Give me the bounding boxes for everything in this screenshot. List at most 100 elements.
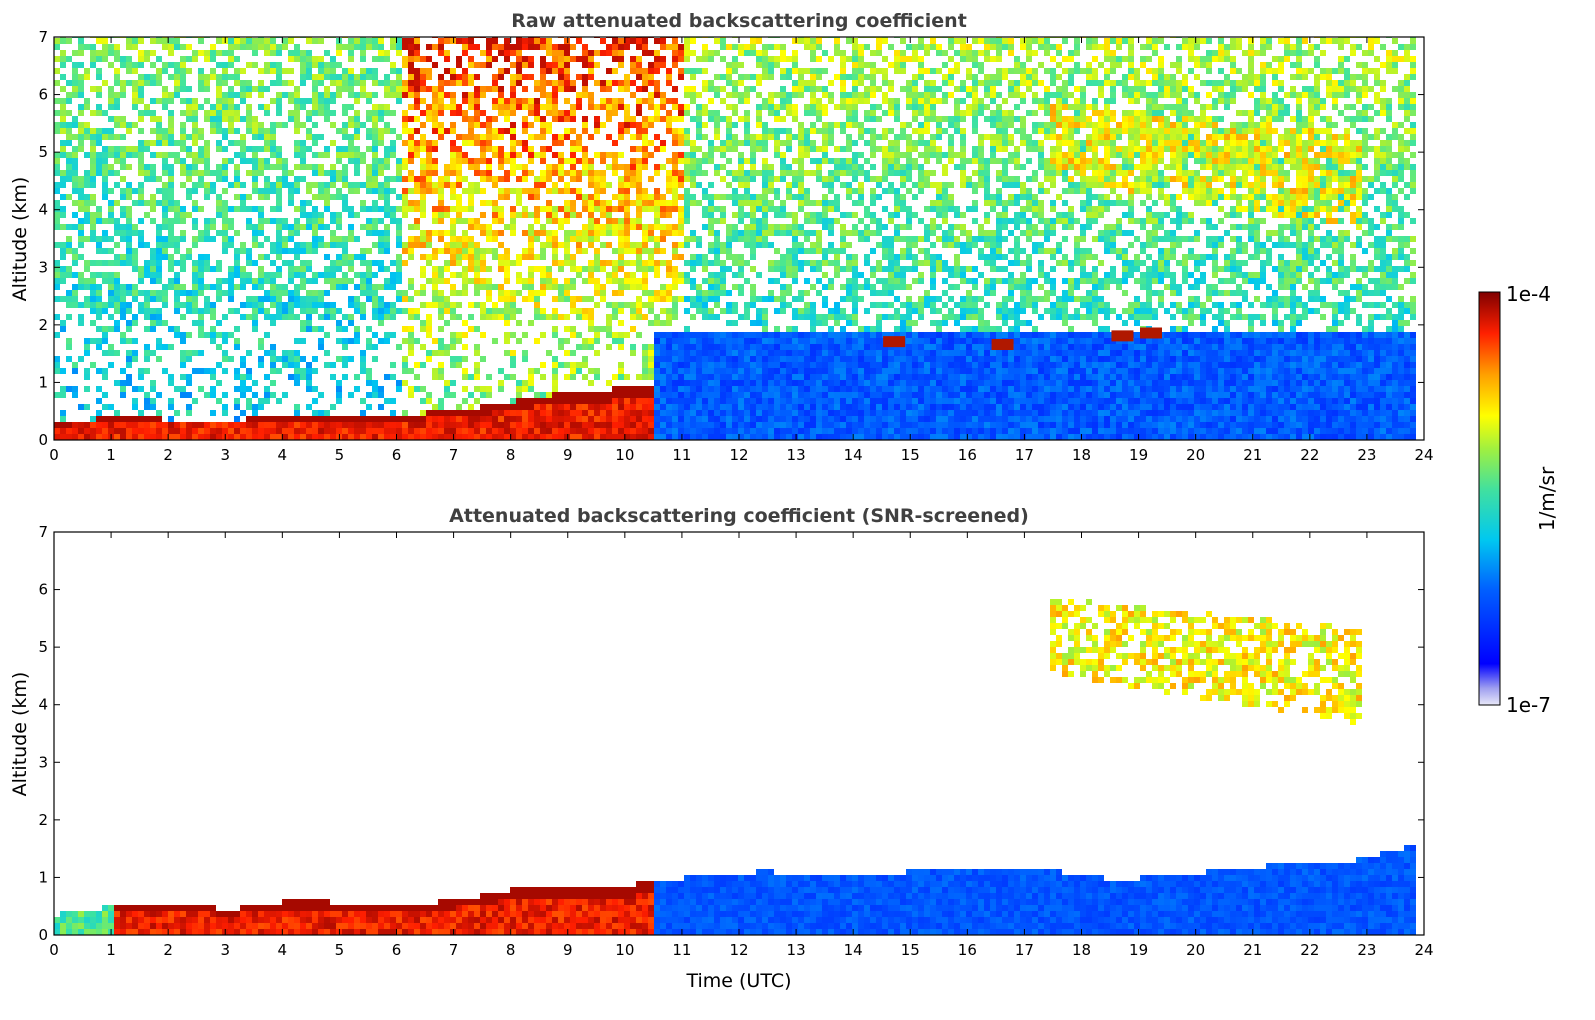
heatmap-cell: [96, 158, 102, 164]
heatmap-cell: [624, 242, 630, 248]
heatmap-cell: [216, 140, 222, 146]
heatmap-cell: [330, 284, 336, 290]
heatmap-cell: [534, 308, 540, 314]
heatmap-cell: [552, 326, 558, 332]
heatmap-cell: [618, 416, 624, 422]
heatmap-cell: [498, 296, 504, 302]
heatmap-cell: [336, 392, 342, 398]
heatmap-cell: [432, 254, 438, 260]
heatmap-cell: [762, 236, 768, 242]
heatmap-cell: [492, 422, 498, 428]
heatmap-cell: [654, 356, 660, 362]
heatmap-cell: [360, 224, 366, 230]
heatmap-cell: [348, 212, 354, 218]
heatmap-cell: [456, 146, 462, 152]
heatmap-cell: [384, 434, 390, 440]
heatmap-cell: [774, 92, 780, 98]
heatmap-cell: [396, 386, 402, 392]
heatmap-cell: [54, 284, 60, 290]
heatmap-cell: [510, 128, 516, 134]
heatmap-cell: [774, 206, 780, 212]
heatmap-cell: [756, 362, 762, 368]
heatmap-cell: [396, 38, 402, 44]
heatmap-cell: [630, 80, 636, 86]
heatmap-cell: [138, 308, 144, 314]
heatmap-cell: [402, 80, 408, 86]
heatmap-cell: [402, 164, 408, 170]
heatmap-cell: [312, 224, 318, 230]
heatmap-cell: [144, 266, 150, 272]
heatmap-cell: [594, 116, 600, 122]
heatmap-cell: [276, 428, 282, 434]
heatmap-cell: [114, 416, 120, 422]
heatmap-cell: [78, 194, 84, 200]
heatmap-cell: [336, 80, 342, 86]
heatmap-cell: [198, 314, 204, 320]
heatmap-cell: [306, 374, 312, 380]
heatmap-cell: [348, 80, 354, 86]
heatmap-cell: [432, 122, 438, 128]
heatmap-cell: [594, 194, 600, 200]
heatmap-cell: [456, 356, 462, 362]
heatmap-cell: [354, 164, 360, 170]
heatmap-cell: [72, 146, 78, 152]
heatmap-cell: [456, 302, 462, 308]
heatmap-cell: [294, 56, 300, 62]
heatmap-cell: [774, 44, 780, 50]
heatmap-cell: [672, 374, 678, 380]
heatmap-cell: [156, 38, 162, 44]
heatmap-cell: [234, 164, 240, 170]
heatmap-cell: [774, 140, 780, 146]
heatmap-cell: [684, 158, 690, 164]
heatmap-cell: [486, 134, 492, 140]
heatmap-cell: [306, 38, 312, 44]
heatmap-cell: [564, 128, 570, 134]
heatmap-cell: [372, 218, 378, 224]
heatmap-cell: [396, 242, 402, 248]
heatmap-cell: [762, 434, 768, 440]
heatmap-cell: [186, 410, 192, 416]
heatmap-cell: [738, 392, 744, 398]
heatmap-cell: [354, 212, 360, 218]
heatmap-cell: [744, 134, 750, 140]
heatmap-cell: [510, 74, 516, 80]
heatmap-cell: [720, 344, 726, 350]
heatmap-cell: [180, 356, 186, 362]
heatmap-cell: [612, 404, 618, 410]
heatmap-cell: [384, 284, 390, 290]
heatmap-cell: [282, 392, 288, 398]
heatmap-cell: [714, 260, 720, 266]
heatmap-cell: [180, 338, 186, 344]
heatmap-cell: [192, 428, 198, 434]
heatmap-cell: [486, 176, 492, 182]
heatmap-cell: [738, 350, 744, 356]
heatmap-cell: [252, 182, 258, 188]
heatmap-cell: [132, 122, 138, 128]
heatmap-cell: [594, 302, 600, 308]
heatmap-cell: [246, 254, 252, 260]
heatmap-cell: [72, 254, 78, 260]
heatmap-cell: [78, 134, 84, 140]
heatmap-cell: [474, 422, 480, 428]
heatmap-cell: [348, 92, 354, 98]
heatmap-cell: [684, 350, 690, 356]
heatmap-cell: [768, 434, 774, 440]
heatmap-cell: [342, 152, 348, 158]
heatmap-cell: [366, 74, 372, 80]
heatmap-cell: [192, 140, 198, 146]
heatmap-cell: [462, 266, 468, 272]
heatmap-cell: [180, 374, 186, 380]
heatmap-cell: [768, 392, 774, 398]
heatmap-cell: [288, 56, 294, 62]
heatmap-cell: [378, 158, 384, 164]
heatmap-cell: [54, 128, 60, 134]
heatmap-cell: [126, 242, 132, 248]
heatmap-cell: [564, 410, 570, 416]
heatmap-cell: [432, 434, 438, 440]
heatmap-cell: [156, 200, 162, 206]
heatmap-cell: [558, 56, 564, 62]
heatmap-cell: [552, 398, 558, 404]
heatmap-cell: [690, 398, 696, 404]
heatmap-cell: [636, 254, 642, 260]
heatmap-cell: [192, 320, 198, 326]
